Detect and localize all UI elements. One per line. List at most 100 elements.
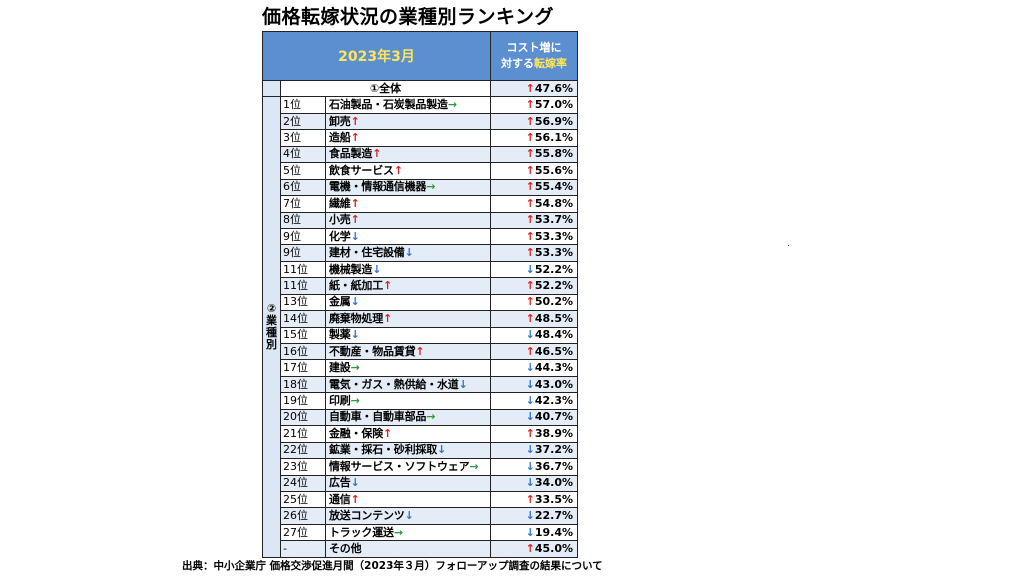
rank-cell: 26位: [280, 507, 326, 525]
table-row: 9位 化学↓ ↑53.3%: [263, 227, 578, 246]
industry-name-cell: 繊維↑: [325, 195, 491, 213]
industry-name-cell: 機械製造↓: [325, 260, 491, 279]
down-arrow-icon: ↓: [525, 509, 535, 523]
trend-up-icon: ↑: [350, 131, 360, 145]
rate-value-cell: ↓22.7%: [490, 507, 578, 525]
trend-up-icon: ↑: [350, 114, 360, 128]
down-arrow-icon: ↓: [525, 328, 535, 342]
rank-cell: 20位: [280, 408, 326, 427]
trend-down-icon: ↓: [350, 476, 360, 490]
industry-name: 廃棄物処理: [329, 311, 383, 325]
industry-name-cell: 紙・紙加工↑: [325, 277, 491, 295]
source-note: 出典：中小企業庁 価格交渉促進月間（2023年３月）フォローアップ調査の結果につ…: [182, 560, 603, 572]
table-row: 26位 放送コンテンツ↓ ↓22.7%: [263, 507, 578, 525]
rank-cell: 23位: [280, 458, 326, 476]
table-row: 8位 小売↑ ↑53.7%: [263, 211, 578, 229]
rank-cell: 16位: [280, 342, 326, 361]
industry-name: 紙・紙加工: [329, 278, 383, 292]
table-row: 9位 建材・住宅設備↓ ↑53.3%: [263, 244, 578, 262]
table-row: 16位 不動産・物品賃貸↑ ↑46.5%: [263, 342, 578, 361]
rate-value: 44.3%: [534, 361, 573, 375]
rank-cell: 5位: [280, 162, 326, 180]
industry-name: 不動産・物品賃貸: [329, 344, 416, 358]
rate-value: 54.8%: [534, 196, 573, 210]
industry-name-cell: 鉱業・採石・砂利採取↓: [325, 441, 491, 460]
trend-down-icon: ↓: [350, 295, 360, 309]
industry-name-cell: トラック運送→: [325, 523, 491, 542]
rank-cell: 27位: [280, 523, 326, 542]
up-arrow-icon: ↑: [525, 213, 535, 227]
rank-cell: 7位: [280, 195, 326, 213]
header-rate-line2a: 対する: [501, 57, 534, 70]
rate-value-cell: ↑53.7%: [490, 211, 578, 229]
table-row: 4位 食品製造↑ ↑55.8%: [263, 145, 578, 164]
rate-value-cell: ↑48.5%: [490, 310, 578, 328]
rate-value-cell: ↓43.0%: [490, 375, 578, 394]
up-arrow-icon: ↑: [525, 246, 535, 260]
rank-cell: 6位: [280, 178, 326, 197]
up-arrow-icon: ↑: [525, 81, 535, 95]
industry-name-cell: 広告↓: [325, 474, 491, 492]
category-label: ②業種別: [266, 302, 277, 352]
table-row: 7位 繊維↑ ↑54.8%: [263, 195, 578, 213]
trend-down-icon: ↓: [458, 377, 468, 391]
trend-flat-icon: →: [426, 180, 436, 194]
trend-flat-icon: →: [350, 361, 360, 375]
rate-value: 38.9%: [534, 426, 573, 440]
up-arrow-icon: ↑: [525, 492, 535, 506]
rate-value-cell: ↓52.2%: [490, 260, 578, 279]
industry-name: 石油製品・石炭製品製造: [329, 98, 448, 112]
industry-name-cell: その他: [325, 540, 491, 558]
rate-value-cell: ↑52.2%: [490, 277, 578, 295]
rate-value: 50.2%: [534, 295, 573, 309]
up-arrow-icon: ↑: [525, 180, 535, 194]
rank-cell: 9位: [280, 227, 326, 246]
header-pass-through-rate: コスト増に 対する転嫁率: [490, 31, 578, 81]
industry-name-cell: 金属↓: [325, 293, 491, 312]
trend-flat-icon: →: [469, 459, 479, 473]
industry-name: 卸売: [329, 114, 351, 128]
rate-value-cell: ↓40.7%: [490, 408, 578, 427]
trend-flat-icon: →: [447, 98, 457, 112]
rate-value-cell: ↓34.0%: [490, 474, 578, 492]
down-arrow-icon: ↓: [525, 443, 535, 457]
table-row: 21位 金融・保険↑ ↑38.9%: [263, 425, 578, 443]
rank-cell: 15位: [280, 326, 326, 345]
table-row: 20位 自動車・自動車部品→ ↓40.7%: [263, 408, 578, 427]
rate-value-cell: ↑33.5%: [490, 490, 578, 509]
trend-flat-icon: →: [393, 525, 403, 539]
overall-value-cell: ↑47.6%: [490, 79, 578, 98]
rank-cell: 11位: [280, 277, 326, 295]
table-row: 11位 機械製造↓ ↓52.2%: [263, 260, 578, 279]
industry-name-cell: 製薬↓: [325, 326, 491, 345]
industry-name: 印刷: [329, 394, 351, 408]
table-row: 5位 飲食サービス↑ ↑55.6%: [263, 162, 578, 180]
down-arrow-icon: ↓: [525, 525, 535, 539]
up-arrow-icon: ↑: [525, 229, 535, 243]
header-rate-line2b: 転嫁率: [534, 57, 567, 70]
industry-name: 通信: [329, 492, 351, 506]
table-row: 19位 印刷→ ↓42.3%: [263, 392, 578, 410]
industry-name-cell: 印刷→: [325, 392, 491, 410]
rate-value: 57.0%: [534, 98, 573, 112]
category-label-cell: ②業種別: [262, 96, 281, 558]
overall-row: ①全体 ↑47.6%: [262, 79, 578, 98]
rank-cell: 2位: [280, 112, 326, 131]
industry-name: 金融・保険: [329, 426, 383, 440]
rank-cell: 19位: [280, 392, 326, 410]
up-arrow-icon: ↑: [525, 426, 535, 440]
rate-value: 48.5%: [534, 311, 573, 325]
rate-value: 56.9%: [534, 114, 573, 128]
industry-name: その他: [329, 541, 362, 555]
industry-name: 食品製造: [329, 147, 373, 161]
industry-name: 広告: [329, 476, 351, 490]
industry-name-cell: 飲食サービス↑: [325, 162, 491, 180]
table-row: 25位 通信↑ ↑33.5%: [263, 490, 578, 509]
rank-cell: 22位: [280, 441, 326, 460]
up-arrow-icon: ↑: [525, 114, 535, 128]
rate-value: 55.4%: [534, 180, 573, 194]
trend-down-icon: ↓: [437, 443, 447, 457]
trend-down-icon: ↓: [404, 509, 414, 523]
ranking-table-body: 2023年3月 コスト増に 対する転嫁率 ①全体 ↑47.6% ②業種別 1位 石油…: [262, 31, 578, 558]
overall-category-cell: [262, 79, 281, 98]
